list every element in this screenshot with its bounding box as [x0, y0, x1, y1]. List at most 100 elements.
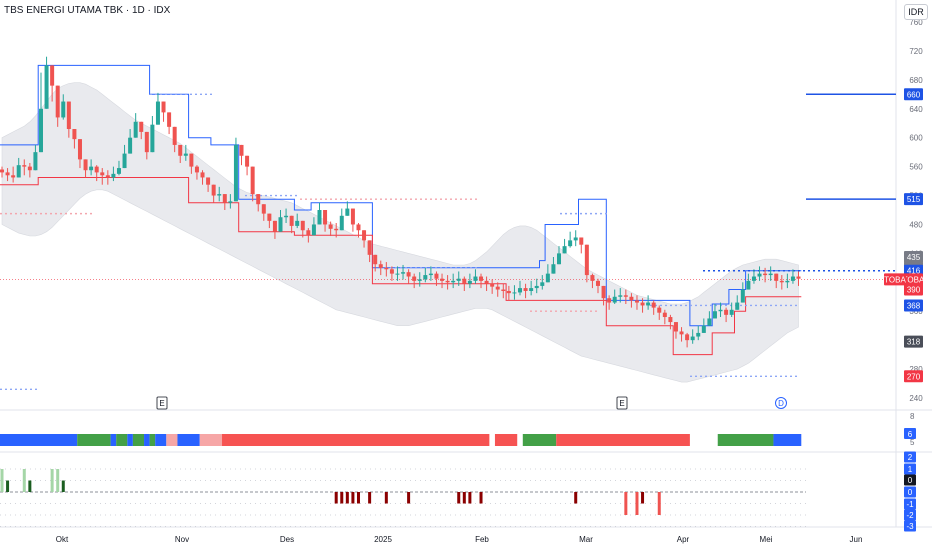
oscillator-bar — [384, 492, 388, 504]
candle — [111, 166, 116, 182]
candle-body — [5, 172, 10, 176]
candle-body — [757, 273, 762, 277]
regime-segment — [522, 434, 557, 446]
candle-body — [256, 194, 261, 205]
time-tick-label: Feb — [475, 535, 489, 544]
candle — [116, 160, 121, 176]
candle — [785, 273, 790, 289]
candle — [334, 223, 339, 238]
candle-body — [440, 278, 445, 281]
regime-segment — [155, 434, 167, 446]
candle-body — [462, 278, 467, 284]
candle-body — [328, 224, 333, 229]
candle — [618, 288, 623, 303]
price-label-badge — [904, 299, 923, 312]
candle-body — [623, 295, 628, 297]
event-marker[interactable]: E — [616, 396, 628, 410]
candle — [161, 101, 166, 122]
candle — [284, 208, 289, 224]
candle-body — [38, 108, 43, 153]
candle-body — [384, 267, 389, 270]
candle-body — [707, 318, 712, 326]
candle — [128, 129, 133, 154]
candle-body — [740, 289, 745, 303]
chart-title: TBS ENERGI UTAMA TBK · 1D · IDX — [4, 5, 171, 16]
candle — [690, 329, 695, 344]
candle — [451, 273, 456, 289]
event-marker[interactable]: D — [775, 397, 787, 409]
price-tick-label: 560 — [909, 163, 923, 172]
candle — [55, 85, 60, 127]
candle-body — [222, 194, 227, 203]
candle — [50, 65, 55, 102]
price-tick-label: 360 — [909, 307, 923, 316]
currency-button[interactable]: IDR — [904, 4, 928, 20]
dividend-badge — [775, 397, 787, 409]
candle — [712, 304, 717, 319]
candle — [5, 168, 10, 182]
candle — [657, 305, 662, 320]
price-label-text: TOBA — [903, 275, 925, 284]
candle — [406, 269, 411, 284]
candle — [551, 257, 556, 274]
oscillator-pane — [0, 468, 806, 527]
candle-body — [557, 253, 561, 265]
candle-body — [735, 302, 740, 310]
regime-tick-label: 8 — [910, 412, 915, 421]
event-marker[interactable]: E — [156, 396, 168, 410]
candle — [89, 159, 94, 176]
price-label-badge — [904, 251, 923, 263]
candle-body — [712, 311, 717, 319]
candle-body — [551, 264, 556, 274]
candle — [306, 228, 311, 243]
candle-body — [155, 101, 160, 125]
candle-body — [473, 276, 478, 281]
candle-body — [300, 220, 305, 231]
candle-body — [506, 290, 511, 294]
oscillator-bar — [0, 469, 4, 492]
candle — [389, 266, 394, 281]
oscillator-bar — [407, 492, 411, 504]
candle-body — [595, 280, 600, 286]
candle-body — [0, 169, 4, 173]
candle — [256, 194, 261, 212]
candle — [768, 266, 773, 281]
candle-body — [373, 254, 378, 265]
candle — [412, 273, 417, 289]
regime-badge-label: 6 — [908, 430, 913, 439]
candle — [339, 208, 344, 231]
candle-body — [768, 273, 773, 276]
candle — [350, 208, 355, 232]
candle — [646, 295, 651, 310]
oscillator-tick-badge — [904, 474, 916, 486]
candle-body — [239, 144, 244, 156]
candle — [211, 184, 216, 203]
price-axis[interactable]: 7607206806406005605204804404003603202802… — [884, 18, 925, 532]
candle — [540, 275, 545, 290]
candle-body — [729, 309, 734, 315]
candle-body — [211, 184, 216, 196]
candle — [167, 112, 172, 135]
candle-body — [194, 166, 199, 173]
candle — [345, 201, 350, 216]
candle — [696, 325, 701, 341]
candle — [272, 220, 277, 239]
candles[interactable] — [0, 56, 801, 348]
candle-body — [540, 282, 545, 286]
cloud-fill — [1, 82, 799, 383]
candle-body — [451, 280, 456, 283]
candle-body — [779, 280, 784, 283]
oscillator-bar — [468, 492, 472, 504]
candle-body — [367, 240, 372, 255]
time-tick-label: Mar — [579, 535, 593, 544]
candle — [495, 282, 500, 297]
candle — [479, 273, 484, 289]
candle — [417, 272, 422, 287]
price-label-badge — [904, 193, 923, 206]
candle — [523, 283, 528, 299]
candle-body — [83, 159, 88, 171]
candle-body — [105, 175, 110, 178]
time-axis[interactable]: Okt Nov Des 2025 Feb Mar Apr Mei Jun — [56, 535, 863, 544]
candle — [356, 223, 361, 238]
